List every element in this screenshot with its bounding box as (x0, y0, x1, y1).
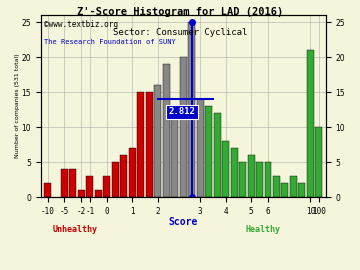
Bar (273, 176, 280, 197)
Bar (239, 162, 246, 197)
Bar (315, 127, 322, 197)
Text: Sector: Consumer Cyclical: Sector: Consumer Cyclical (113, 28, 247, 37)
X-axis label: Score: Score (168, 217, 198, 227)
Text: The Research Foundation of SUNY: The Research Foundation of SUNY (44, 39, 175, 45)
Bar (171, 106, 178, 197)
Text: 2.812: 2.812 (168, 107, 195, 116)
Bar (154, 85, 161, 197)
Bar (163, 64, 170, 197)
Bar (137, 92, 144, 197)
Bar (78, 190, 85, 197)
Bar (103, 176, 111, 197)
Bar (205, 106, 212, 197)
Bar (180, 57, 187, 197)
Bar (307, 50, 314, 197)
Bar (129, 148, 136, 197)
Bar (213, 113, 221, 197)
Bar (282, 183, 288, 197)
Bar (61, 169, 68, 197)
Y-axis label: Number of companies (531 total): Number of companies (531 total) (15, 54, 20, 158)
Bar (222, 141, 229, 197)
Text: ©www.textbiz.org: ©www.textbiz.org (44, 21, 118, 29)
Bar (265, 162, 271, 197)
Text: Healthy: Healthy (246, 225, 280, 234)
Bar (298, 183, 305, 197)
Text: Z'-Score Histogram for LAD (2016): Z'-Score Histogram for LAD (2016) (77, 7, 283, 17)
Bar (146, 92, 153, 197)
Bar (256, 162, 263, 197)
Text: Unhealthy: Unhealthy (53, 225, 98, 234)
Bar (197, 99, 204, 197)
Bar (120, 155, 127, 197)
Bar (188, 22, 195, 197)
Bar (248, 155, 255, 197)
Bar (95, 190, 102, 197)
Bar (69, 169, 76, 197)
Bar (231, 148, 238, 197)
Bar (290, 176, 297, 197)
Bar (112, 162, 119, 197)
Bar (86, 176, 93, 197)
Bar (44, 183, 51, 197)
